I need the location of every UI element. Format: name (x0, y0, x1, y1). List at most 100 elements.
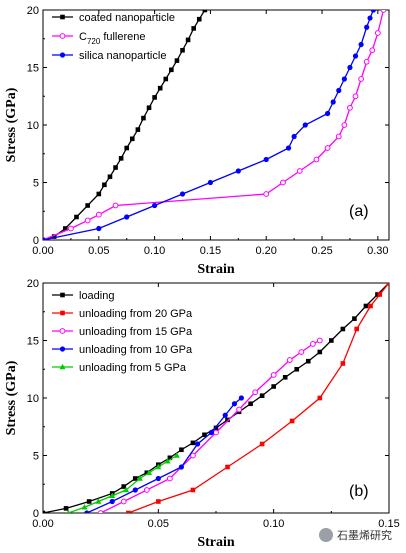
data-point (121, 484, 127, 489)
data-point (231, 401, 238, 407)
data-point (84, 217, 91, 224)
data-point (156, 499, 161, 504)
data-point (263, 156, 269, 163)
data-point (358, 76, 364, 82)
data-point (370, 10, 376, 13)
data-point (120, 498, 127, 505)
legend-b: loading unloading from 20 GPa unloading … (52, 290, 193, 374)
legend-swatch-unloading-from-10-gpa (52, 346, 73, 352)
data-point (335, 133, 342, 140)
data-point (129, 136, 135, 142)
data-point (141, 115, 146, 121)
legend-label-coated-nanoparticle: coated nanoparticle (79, 12, 175, 24)
watermark-text: 石墨烯研究 (337, 529, 392, 542)
data-point (347, 64, 353, 71)
data-point (167, 455, 173, 461)
data-point (352, 53, 359, 59)
data-point (74, 214, 79, 220)
x-tick-label: 0.10 (263, 518, 284, 530)
data-point (109, 498, 115, 505)
y-tick-label: 5 (33, 178, 39, 190)
series-c720-fullerene (43, 10, 387, 240)
x-axis-title-a: Strain (197, 262, 235, 277)
data-point (213, 429, 219, 436)
data-point (152, 202, 158, 209)
data-point (259, 441, 265, 447)
data-point (354, 326, 360, 332)
data-point (298, 349, 305, 355)
y-tick-label: 5 (33, 451, 39, 463)
data-point (324, 145, 331, 151)
data-point (341, 122, 348, 128)
data-point (347, 104, 353, 111)
data-point (152, 95, 157, 100)
y-tick-label: 0 (33, 508, 39, 520)
x-tick-label: 0.15 (378, 518, 399, 530)
y-axis-title-b: Stress (GPa) (4, 360, 19, 435)
y-tick-label: 20 (27, 5, 39, 17)
data-point (368, 303, 373, 309)
data-point (207, 179, 214, 186)
data-point (259, 393, 265, 398)
data-point (96, 225, 102, 232)
panel-label-a: (a) (349, 203, 369, 220)
data-point (374, 30, 381, 36)
axes-a: 0.00 0.05 0.10 0.15 0.20 0.25 0.30 0 5 10 15 20 (27, 5, 389, 257)
data-point (313, 156, 320, 163)
x-tick-label: 0.15 (200, 245, 221, 257)
data-point (252, 389, 259, 396)
legend-label-subscript: 720 (87, 37, 101, 46)
data-point (330, 99, 336, 105)
x-tick-label: 0.05 (88, 245, 109, 257)
y-axis-title-a: Stress (GPa) (4, 87, 19, 162)
x-tick-label: 0.10 (144, 245, 165, 257)
data-point (263, 191, 270, 197)
data-point (208, 0, 213, 1)
series-unloading-from-20-gpa (126, 283, 389, 513)
data-point (289, 418, 295, 424)
data-point (386, 283, 389, 286)
series-unloading-from-10-gpa (84, 395, 244, 513)
series-coated-nanoparticle (43, 0, 213, 240)
data-point (132, 476, 138, 481)
y-tick-label: 10 (27, 393, 39, 405)
data-point (96, 191, 102, 197)
x-tick-label: 0.30 (367, 245, 388, 257)
data-point (51, 234, 57, 239)
data-point (169, 67, 174, 73)
y-tick-label: 10 (27, 120, 39, 132)
data-point (132, 487, 138, 493)
data-point (113, 165, 118, 170)
data-point (164, 458, 171, 464)
data-point (202, 432, 207, 438)
data-point (191, 26, 196, 31)
data-point (196, 16, 202, 22)
y-tick-label: 15 (27, 336, 39, 348)
legend-marker (59, 328, 66, 334)
data-point (84, 510, 90, 513)
legend-marker (60, 14, 65, 20)
data-point (124, 145, 130, 151)
data-point (302, 122, 308, 128)
data-point (173, 452, 180, 458)
x-tick-label: 0.00 (32, 518, 53, 530)
data-point (235, 168, 241, 174)
chart-panel-a: 0.00 0.05 0.10 0.15 0.20 0.25 0.30 0 5 10 15 20 coa… (4, 0, 390, 277)
data-point (317, 349, 323, 355)
data-point (369, 47, 376, 54)
watermark: 石墨烯研究 (319, 527, 392, 543)
data-point (208, 429, 214, 436)
data-point (341, 76, 347, 82)
data-point (155, 463, 162, 470)
data-point (118, 156, 124, 161)
legend-marker (59, 363, 66, 370)
x-tick-label: 0.20 (256, 245, 277, 257)
panel-label-b: (b) (349, 483, 369, 500)
data-point (86, 499, 92, 504)
data-point (317, 395, 323, 401)
data-point (157, 85, 163, 91)
data-point (95, 211, 102, 218)
data-point (178, 464, 184, 470)
data-point (136, 475, 143, 481)
